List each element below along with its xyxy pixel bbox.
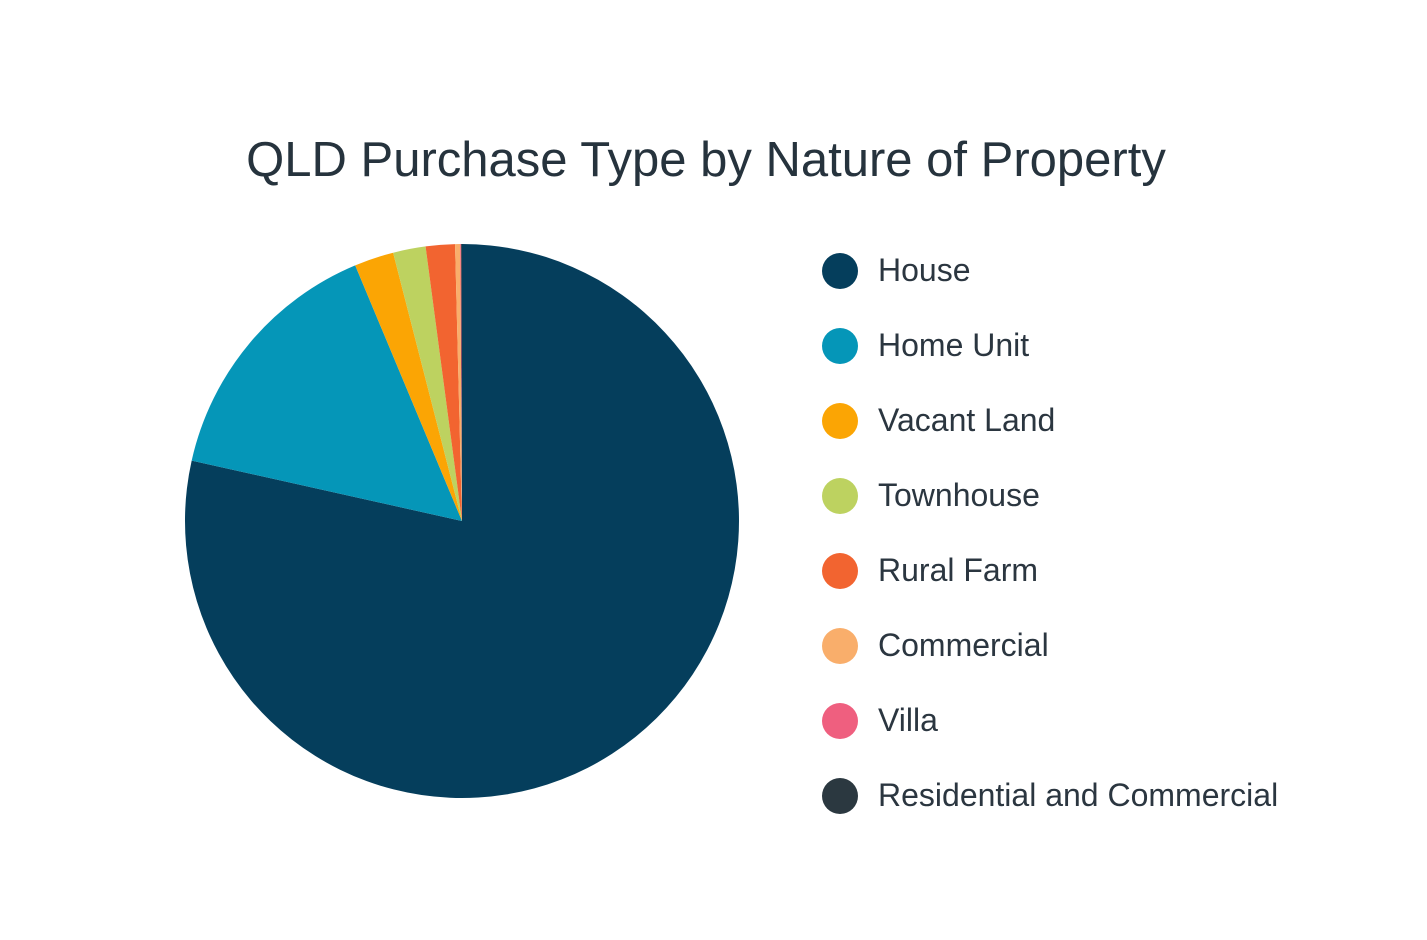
legend-label: Vacant Land [878, 402, 1056, 438]
legend-item-vacant-land: Vacant Land [822, 400, 1382, 475]
legend-swatch [822, 553, 858, 589]
legend-swatch [822, 703, 858, 739]
pie-slice-vacant-land [355, 252, 462, 521]
legend-swatch [822, 478, 858, 514]
pie-slice-home-unit [191, 265, 463, 521]
pie-slice-rural-farm [425, 244, 462, 521]
legend-item-commercial: Commercial [822, 625, 1382, 700]
pie-slice-villa [460, 244, 462, 521]
legend-item-townhouse: Townhouse [822, 475, 1382, 550]
legend-item-villa: Villa [822, 700, 1382, 775]
pie-slice-townhouse [393, 246, 462, 521]
legend-item-house: House [822, 250, 1382, 325]
legend-label: Villa [878, 702, 938, 738]
legend-item-home-unit: Home Unit [822, 325, 1382, 400]
pie-slices [184, 243, 739, 798]
legend-swatch [822, 628, 858, 664]
pie-slice-residential-and-commercial [461, 243, 462, 522]
legend-label: House [878, 252, 971, 288]
legend-label: Rural Farm [878, 552, 1039, 588]
legend-swatch [822, 403, 858, 439]
legend-swatch [822, 253, 858, 289]
legend-item-rural-farm: Rural Farm [822, 550, 1382, 625]
pie-slice-commercial [455, 244, 462, 521]
pie-slice-house [184, 244, 739, 798]
legend-swatch [822, 778, 858, 814]
legend-swatch [822, 328, 858, 364]
legend: House Home Unit Vacant Land Townhouse Rural … [822, 250, 1382, 850]
legend-label: Townhouse [878, 477, 1040, 513]
legend-item-residential-and-commercial: Residential and Commercial [822, 775, 1382, 850]
chart-title: QLD Purchase Type by Nature of Property [246, 133, 1166, 187]
legend-label: Home Unit [878, 327, 1030, 363]
legend-label: Commercial [878, 627, 1049, 663]
legend-label: Residential and Commercial [878, 777, 1279, 813]
